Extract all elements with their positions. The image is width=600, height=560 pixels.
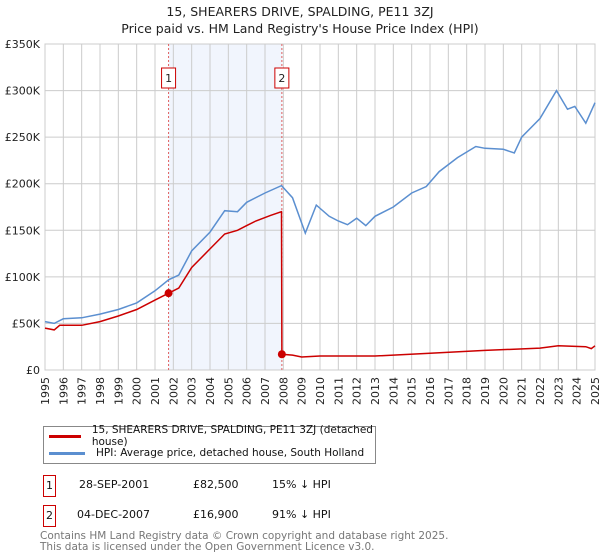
footer-copyright: Contains HM Land Registry data © Crown c… xyxy=(40,530,449,542)
legend-item-hpi: HPI: Average price, detached house, Sout… xyxy=(44,445,364,461)
sale-hpi-diff: 91% ↓ HPI xyxy=(272,508,331,521)
sale-date: 28-SEP-2001 xyxy=(79,478,150,491)
sale-marker-box xyxy=(274,67,290,89)
x-tick-label: 2004 xyxy=(204,377,217,405)
x-tick-label: 2005 xyxy=(222,377,235,405)
y-tick-label: £300K xyxy=(5,85,41,98)
sale-badge: 2 xyxy=(43,505,56,527)
legend-swatch-blue xyxy=(49,451,85,455)
y-tick-label: £250K xyxy=(5,131,41,144)
y-tick-label: £0 xyxy=(26,364,40,377)
sale-hpi-diff: 15% ↓ HPI xyxy=(272,478,331,491)
sale-row: 2 04-DEC-2007 £16,900 91% ↓ HPI xyxy=(43,505,443,527)
x-tick-label: 2019 xyxy=(479,377,492,405)
property-price-line xyxy=(44,210,596,358)
footer-licence: This data is licensed under the Open Gov… xyxy=(40,541,375,553)
legend: 15, SHEARERS DRIVE, SPALDING, PE11 3ZJ (… xyxy=(43,424,376,464)
legend-swatch-red xyxy=(49,434,81,438)
x-tick-label: 2018 xyxy=(461,377,474,405)
x-tick-label: 2022 xyxy=(534,377,547,405)
x-tick-label: 2009 xyxy=(296,377,309,405)
chart-title: 15, SHEARERS DRIVE, SPALDING, PE11 3ZJ xyxy=(166,4,434,19)
legend-label: 15, SHEARERS DRIVE, SPALDING, PE11 3ZJ (… xyxy=(91,424,373,448)
y-tick-label: £200K xyxy=(5,178,41,191)
sale-point xyxy=(277,350,286,359)
x-tick-label: 2016 xyxy=(424,377,437,405)
x-tick-label: 2012 xyxy=(351,377,364,405)
sale-marker-box xyxy=(161,67,177,89)
x-tick-label: 2015 xyxy=(406,377,419,405)
x-tick-label: 2024 xyxy=(571,377,584,405)
sale-badge: 1 xyxy=(43,475,56,497)
x-tick-label: 2008 xyxy=(277,377,290,405)
y-tick-label: £350K xyxy=(5,38,41,51)
sale-row: 1 28-SEP-2001 £82,500 15% ↓ HPI xyxy=(43,475,443,497)
shaded-period xyxy=(168,44,282,370)
y-tick-label: £50K xyxy=(12,317,41,330)
x-tick-label: 2025 xyxy=(589,377,600,405)
sale-price: £16,900 xyxy=(193,508,239,521)
sale-point xyxy=(164,289,173,298)
x-tick-label: 2000 xyxy=(131,377,144,405)
hpi-line xyxy=(44,89,596,325)
legend-label: HPI: Average price, detached house, Sout… xyxy=(96,447,365,459)
x-tick-label: 2021 xyxy=(516,377,529,405)
sale-marker-label: 2 xyxy=(278,72,285,85)
x-tick-label: 2003 xyxy=(186,377,199,405)
x-tick-label: 2011 xyxy=(332,377,345,405)
legend-item-property: 15, SHEARERS DRIVE, SPALDING, PE11 3ZJ (… xyxy=(44,424,375,448)
y-tick-label: £150K xyxy=(5,224,41,237)
x-tick-label: 2020 xyxy=(497,377,510,405)
sale-price: £82,500 xyxy=(193,478,239,491)
x-tick-label: 1998 xyxy=(94,377,107,405)
sale-marker-label: 1 xyxy=(165,72,172,85)
x-tick-label: 2002 xyxy=(167,377,180,405)
x-tick-label: 2010 xyxy=(314,377,327,405)
price-chart: 1995 1996 1997 1998 1999 2000 2001 2002 2003 2004… xyxy=(5,38,600,405)
sale-date: 04-DEC-2007 xyxy=(77,508,151,521)
x-tick-label: 2006 xyxy=(241,377,254,405)
x-tick-label: 1995 xyxy=(39,377,52,405)
x-tick-label: 2014 xyxy=(387,377,400,405)
x-tick-label: 2007 xyxy=(259,377,272,405)
y-tick-label: £100K xyxy=(5,271,41,284)
x-tick-label: 1999 xyxy=(112,377,125,405)
x-tick-label: 2023 xyxy=(552,377,565,405)
x-tick-label: 2013 xyxy=(369,377,382,405)
footer: Contains HM Land Registry data © Crown c… xyxy=(40,531,448,553)
x-tick-label: 1997 xyxy=(76,377,89,405)
x-tick-label: 1996 xyxy=(57,377,70,405)
x-tick-label: 2001 xyxy=(149,377,162,405)
plot-frame xyxy=(44,43,596,371)
x-tick-label: 2017 xyxy=(442,377,455,405)
chart-subtitle: Price paid vs. HM Land Registry's House … xyxy=(121,21,479,36)
